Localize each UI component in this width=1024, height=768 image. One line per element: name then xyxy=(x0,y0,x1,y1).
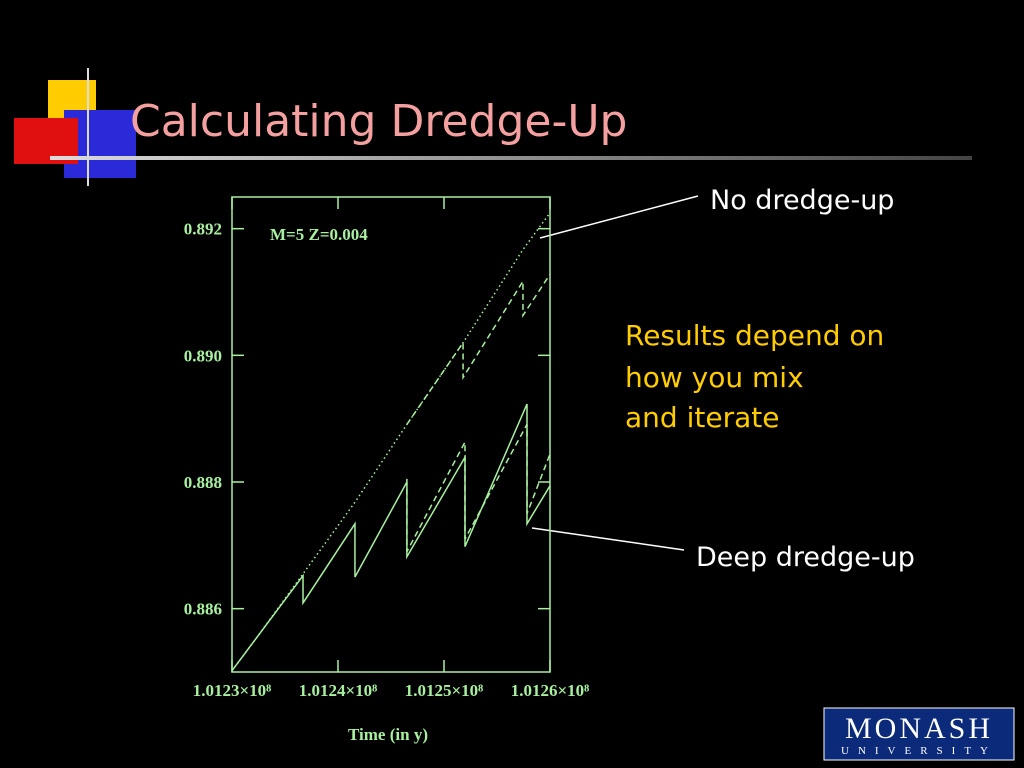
logo-sub: UNIVERSITY xyxy=(841,745,997,757)
x-tick-label: 1.0123×10⁸ xyxy=(193,681,272,700)
annotation-arrow xyxy=(531,527,685,551)
series-annotation: No dredge-up xyxy=(710,185,894,216)
series-line xyxy=(406,273,551,425)
series-annotation: Deep dredge-up xyxy=(696,542,915,573)
note-line: Results depend on xyxy=(625,319,884,352)
series-line xyxy=(231,403,551,672)
y-tick-label: 0.888 xyxy=(184,473,222,492)
y-tick-label: 0.892 xyxy=(184,220,222,239)
note-line: and iterate xyxy=(625,401,779,434)
annotation-arrow xyxy=(539,195,699,239)
x-tick-label: 1.0124×10⁸ xyxy=(299,681,378,700)
y-tick-label: 0.886 xyxy=(184,600,222,619)
y-tick-label: 0.890 xyxy=(184,346,222,365)
plot-frame xyxy=(231,196,551,673)
logo-name: MONASH xyxy=(845,712,993,745)
x-tick-label: 1.0126×10⁸ xyxy=(511,681,590,700)
title-rule xyxy=(50,156,972,160)
note-line: how you mix xyxy=(625,361,804,394)
slide-title: Calculating Dredge-Up xyxy=(130,96,627,147)
x-axis-label: Time (in y) xyxy=(348,725,428,744)
x-tick-label: 1.0125×10⁸ xyxy=(405,681,484,700)
logo xyxy=(823,707,1015,761)
chart-annotation: M=5 Z=0.004 xyxy=(270,225,368,244)
